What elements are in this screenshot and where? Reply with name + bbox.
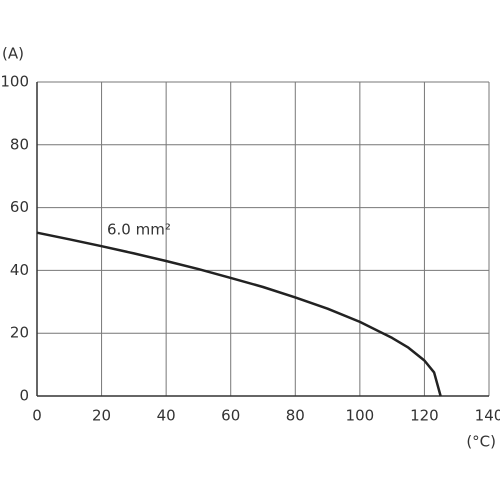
y-tick-label: 60: [10, 198, 29, 216]
x-tick-label: 20: [92, 407, 111, 425]
x-tick-label: 0: [32, 407, 42, 425]
y-tick-label: 40: [10, 261, 29, 279]
x-axis-label: (°C): [466, 433, 496, 451]
y-tick-label: 0: [19, 387, 29, 405]
y-axis-label: (A): [2, 45, 24, 63]
x-tick-label: 60: [221, 407, 240, 425]
y-tick-label: 80: [10, 135, 29, 153]
line: [36, 231, 442, 397]
x-tick-label: 120: [410, 407, 439, 425]
x-tick-label: 100: [346, 407, 375, 425]
y-tick-label: 100: [0, 73, 29, 91]
x-tick-label: 80: [286, 407, 305, 425]
x-tick-label: 140: [475, 407, 500, 425]
y-tick-label: 20: [10, 324, 29, 342]
annotation: 6.0 mm²: [107, 221, 171, 239]
x-tick-label: 40: [157, 407, 176, 425]
